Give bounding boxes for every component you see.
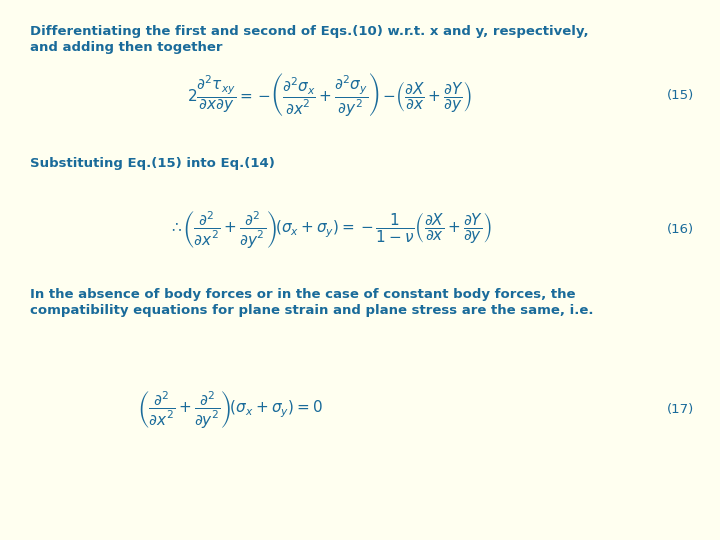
Text: $\left(\dfrac{\partial^2}{\partial x^2}+\dfrac{\partial^2}{\partial y^2}\right)\: $\left(\dfrac{\partial^2}{\partial x^2}+… xyxy=(137,389,323,430)
Text: $2\dfrac{\partial^2 \tau_{xy}}{\partial x\partial y} = -\!\left(\dfrac{\partial^: $2\dfrac{\partial^2 \tau_{xy}}{\partial … xyxy=(187,71,472,119)
Text: (16): (16) xyxy=(667,224,693,237)
Text: In the absence of body forces or in the case of constant body forces, the: In the absence of body forces or in the … xyxy=(30,288,575,301)
Text: and adding then together: and adding then together xyxy=(30,41,222,54)
Text: $\therefore\!\left(\dfrac{\partial^2}{\partial x^2}+\dfrac{\partial^2}{\partial : $\therefore\!\left(\dfrac{\partial^2}{\p… xyxy=(168,210,491,251)
Text: compatibility equations for plane strain and plane stress are the same, i.e.: compatibility equations for plane strain… xyxy=(30,304,593,317)
Text: Differentiating the first and second of Eqs.(10) w.r.t. x and y, respectively,: Differentiating the first and second of … xyxy=(30,25,589,38)
Text: Substituting Eq.(15) into Eq.(14): Substituting Eq.(15) into Eq.(14) xyxy=(30,157,275,170)
Text: (15): (15) xyxy=(667,89,693,102)
Text: (17): (17) xyxy=(667,403,693,416)
